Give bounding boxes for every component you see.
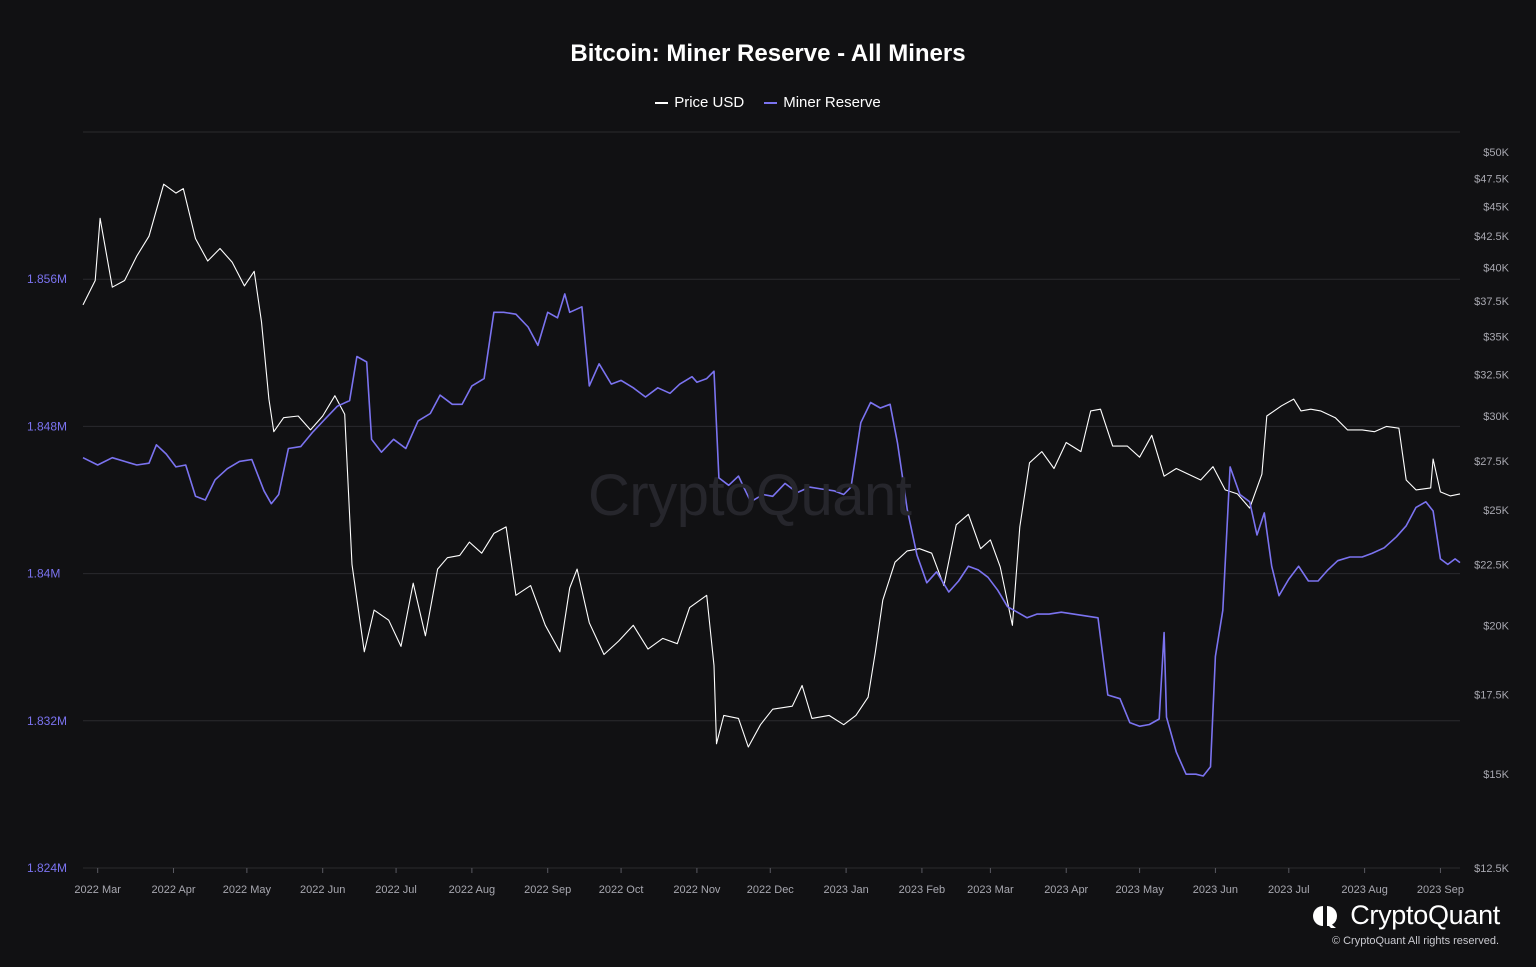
x-tick-label: 2023 Aug — [1341, 884, 1388, 896]
x-tick-label: 2023 Jun — [1193, 884, 1238, 896]
y-right-tick-label: $32.5K — [1474, 370, 1510, 382]
y-right-tick-label: $45K — [1483, 202, 1509, 214]
y-right-tick-label: $17.5K — [1474, 689, 1510, 701]
y-axis-left: 1.856M 1.848M 1.84M 1.832M 1.824M — [27, 272, 67, 875]
y-left-tick-label: 1.832M — [27, 714, 67, 728]
x-tick-label: 2023 Jan — [823, 884, 868, 896]
y-right-tick-label: $30K — [1483, 411, 1509, 423]
legend: Price USD Miner Reserve — [0, 94, 1536, 111]
x-tick-label: 2022 Mar — [74, 884, 121, 896]
brand-logo-block: CryptoQuant — [1310, 900, 1500, 931]
miner-reserve-line[interactable] — [82, 293, 1461, 777]
y-axis-right: $50K $47.5K $45K $42.5K $40K $37.5K $35K $32.5K… — [1474, 147, 1510, 875]
x-tick-label: 2023 Apr — [1044, 884, 1088, 896]
legend-swatch-reserve — [764, 101, 778, 104]
y-right-tick-label: $22.5K — [1474, 560, 1510, 572]
x-tick-label: 2022 Oct — [599, 884, 644, 896]
y-left-tick-label: 1.824M — [27, 861, 67, 875]
x-tick-label: 2022 Jul — [375, 884, 417, 896]
x-tick-label: 2023 Feb — [899, 884, 945, 896]
copyright-text: © CryptoQuant All rights reserved. — [1331, 935, 1499, 947]
x-tick-label: 2023 May — [1115, 884, 1164, 896]
y-right-tick-label: $12.5K — [1474, 863, 1510, 875]
y-left-tick-label: 1.848M — [27, 419, 67, 433]
y-right-tick-label: $40K — [1483, 262, 1509, 274]
price-usd-line[interactable] — [82, 183, 1461, 748]
chart-title: Bitcoin: Miner Reserve - All Miners — [570, 40, 966, 67]
x-axis: 2022 Mar 2022 Apr 2022 May 2022 Jun 2022 Jul… — [74, 868, 1464, 896]
y-right-tick-label: $27.5K — [1474, 456, 1510, 468]
x-tick-label: 2022 Dec — [747, 884, 795, 896]
y-right-tick-label: $35K — [1483, 331, 1509, 343]
y-left-tick-label: 1.84M — [27, 567, 60, 581]
x-tick-label: 2022 May — [223, 884, 272, 896]
x-tick-label: 2022 Aug — [449, 884, 496, 896]
y-right-tick-label: $25K — [1483, 505, 1509, 517]
x-tick-label: 2022 Sep — [524, 884, 571, 896]
y-right-tick-label: $50K — [1483, 147, 1509, 159]
grid-lines — [83, 131, 1460, 869]
y-right-tick-label: $15K — [1483, 769, 1509, 781]
x-tick-label: 2023 Mar — [967, 884, 1014, 896]
cryptoquant-logo-icon — [1313, 905, 1338, 928]
brand-name: CryptoQuant — [1350, 900, 1500, 930]
x-tick-label: 2023 Sep — [1417, 884, 1464, 896]
legend-label-reserve: Miner Reserve — [783, 94, 881, 111]
series-lines[interactable] — [82, 183, 1461, 777]
x-tick-label: 2022 Apr — [151, 884, 195, 896]
y-right-tick-label: $47.5K — [1474, 174, 1510, 186]
y-right-tick-label: $42.5K — [1474, 231, 1510, 243]
legend-label-price: Price USD — [674, 94, 745, 111]
legend-item-reserve[interactable]: Miner Reserve — [764, 94, 881, 111]
x-tick-label: 2022 Jun — [300, 884, 345, 896]
y-right-tick-label: $37.5K — [1474, 296, 1510, 308]
x-tick-label: 2023 Jul — [1268, 884, 1310, 896]
y-right-tick-label: $20K — [1483, 620, 1509, 632]
legend-swatch-price — [655, 101, 669, 104]
watermark: CryptoQuant — [588, 463, 912, 528]
y-left-tick-label: 1.856M — [27, 272, 67, 286]
x-tick-label: 2022 Nov — [673, 884, 721, 896]
legend-item-price[interactable]: Price USD — [655, 94, 744, 111]
